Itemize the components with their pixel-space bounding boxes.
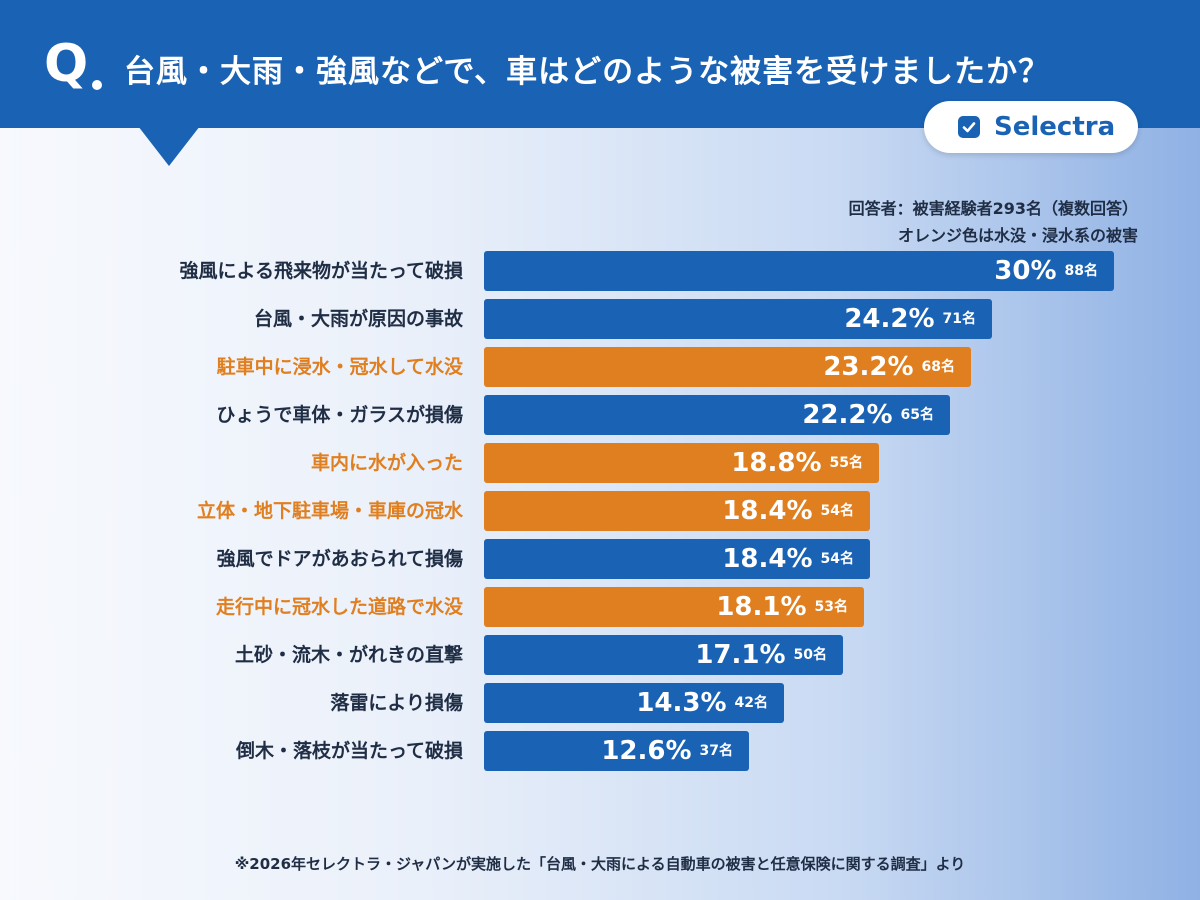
percent-label: 24.2% bbox=[844, 304, 935, 334]
percent-label: 18.4% bbox=[722, 496, 813, 526]
check-icon bbox=[958, 116, 980, 138]
bar bbox=[484, 347, 971, 387]
bar bbox=[484, 491, 870, 531]
percent-label: 22.2% bbox=[802, 400, 893, 430]
question-title: 台風・大雨・強風などで、車はどのような被害を受けましたか？ bbox=[124, 54, 1051, 90]
header-banner: Q 台風・大雨・強風などで、車はどのような被害を受けましたか？ bbox=[0, 0, 1200, 128]
category-label: 立体・地下駐車場・車庫の冠水 bbox=[196, 500, 463, 522]
category-label: 倒木・落枝が当たって破損 bbox=[235, 740, 463, 762]
bar bbox=[484, 539, 870, 579]
category-label: 車内に水が入った bbox=[310, 452, 463, 474]
category-label: 落雷により損傷 bbox=[330, 692, 463, 714]
category-label: 強風による飛来物が当たって破損 bbox=[179, 260, 463, 282]
percent-label: 18.1% bbox=[716, 592, 807, 622]
category-label: ひょうで車体・ガラスが損傷 bbox=[216, 404, 463, 426]
count-label: 53名 bbox=[814, 599, 848, 615]
count-label: 88名 bbox=[1064, 263, 1098, 279]
percent-label: 23.2% bbox=[823, 352, 914, 382]
selectra-badge: Selectra bbox=[924, 101, 1138, 153]
speech-pointer bbox=[138, 126, 200, 166]
category-label: 駐車中に浸水・冠水して水没 bbox=[216, 356, 463, 378]
count-label: 54名 bbox=[820, 503, 854, 519]
bar bbox=[484, 299, 992, 339]
bar bbox=[484, 683, 784, 723]
count-label: 42名 bbox=[734, 695, 768, 711]
question-mark: Q bbox=[44, 34, 89, 94]
category-label: 台風・大雨が原因の事故 bbox=[253, 308, 463, 330]
percent-label: 14.3% bbox=[636, 688, 727, 718]
percent-label: 30% bbox=[994, 256, 1057, 286]
percent-label: 17.1% bbox=[695, 640, 786, 670]
percent-label: 18.4% bbox=[722, 544, 813, 574]
percent-label: 12.6% bbox=[601, 736, 692, 766]
bar bbox=[484, 443, 879, 483]
count-label: 54名 bbox=[820, 551, 854, 567]
bar bbox=[484, 635, 843, 675]
question-dot bbox=[92, 80, 102, 90]
count-label: 65名 bbox=[900, 407, 934, 423]
count-label: 50名 bbox=[793, 647, 827, 663]
count-label: 55名 bbox=[829, 455, 863, 471]
source-footnote: ※2026年セレクトラ・ジャパンが実施した「台風・大雨による自動車の被害と任意保… bbox=[234, 855, 966, 873]
category-label: 走行中に冠水した道路で水没 bbox=[215, 596, 463, 618]
bar bbox=[484, 395, 950, 435]
count-label: 37名 bbox=[699, 743, 733, 759]
bar bbox=[484, 251, 1114, 291]
brand-name: Selectra bbox=[994, 112, 1116, 142]
count-label: 71名 bbox=[942, 311, 976, 327]
category-label: 土砂・流木・がれきの直撃 bbox=[234, 644, 463, 666]
category-label: 強風でドアがあおられて損傷 bbox=[216, 548, 463, 570]
percent-label: 18.8% bbox=[731, 448, 822, 478]
bar bbox=[484, 587, 864, 627]
respondents-note: 回答者：被害経験者293名（複数回答） bbox=[848, 199, 1138, 218]
count-label: 68名 bbox=[921, 359, 955, 375]
legend-note: オレンジ色は水没・浸水系の被害 bbox=[897, 226, 1138, 245]
bar bbox=[484, 731, 749, 771]
